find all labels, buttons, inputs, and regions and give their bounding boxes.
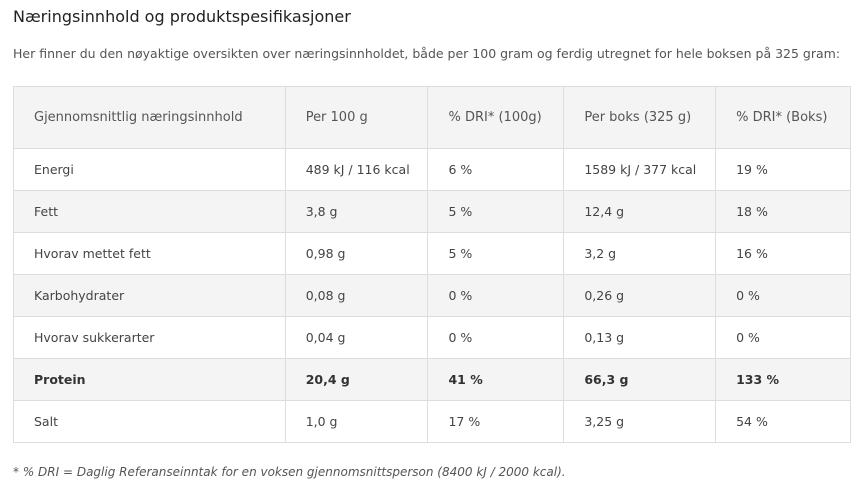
column-header: Per boks (325 g) xyxy=(563,86,717,149)
table-cell: 41 % xyxy=(427,358,565,401)
column-header: % DRI* (Boks) xyxy=(715,86,851,149)
table-cell: 0 % xyxy=(427,316,565,359)
title: Næringsinnhold og produktspesifikasjoner xyxy=(13,7,351,26)
column-header: Per 100 g xyxy=(284,86,429,149)
table-cell: Hvorav mettet fett xyxy=(13,232,286,275)
table-cell: Karbohydrater xyxy=(13,274,286,317)
table-cell: 3,8 g xyxy=(284,190,429,233)
table-cell: 66,3 g xyxy=(563,358,717,401)
table-cell: 3,2 g xyxy=(563,232,717,275)
table-row: Salt 1,0 g 17 % 3,25 g 54 % xyxy=(13,400,851,443)
table-cell: 0 % xyxy=(715,316,851,359)
nutrition-table: Gjennomsnittlig næringsinnhold Per 100 g%… xyxy=(13,86,851,443)
table-cell: 5 % xyxy=(427,190,565,233)
table-cell: 0,08 g xyxy=(284,274,429,317)
table-cell: 5 % xyxy=(427,232,565,275)
table-body: Energi 489 kJ / 116 kcal 6 % 1589 kJ / 377 … xyxy=(13,148,851,443)
table-cell: 0,26 g xyxy=(563,274,717,317)
table-cell: 0 % xyxy=(427,274,565,317)
header-row: Gjennomsnittlig næringsinnhold Per 100 g%… xyxy=(13,86,851,149)
column-header: % DRI* (100g) xyxy=(427,86,565,149)
table-cell: 0,04 g xyxy=(284,316,429,359)
table-cell: 17 % xyxy=(427,400,565,443)
table-cell: Protein xyxy=(13,358,286,401)
table-cell: 133 % xyxy=(715,358,851,401)
table-cell: 0 % xyxy=(715,274,851,317)
table-cell: Hvorav sukkerarter xyxy=(13,316,286,359)
table-cell: 3,25 g xyxy=(563,400,717,443)
intro: Her finner du den nøyaktige oversikten o… xyxy=(13,46,841,61)
footnote: * % DRI = Daglig Referanseinntak for en … xyxy=(13,465,566,479)
table-cell: 1589 kJ / 377 kcal xyxy=(563,148,717,191)
table-cell: Fett xyxy=(13,190,286,233)
table-row: Protein 20,4 g 41 % 66,3 g 133 % xyxy=(13,358,851,401)
table-cell: 489 kJ / 116 kcal xyxy=(284,148,429,191)
table-cell: 54 % xyxy=(715,400,851,443)
table-cell: 0,98 g xyxy=(284,232,429,275)
table-cell: Energi xyxy=(13,148,286,191)
column-header: Gjennomsnittlig næringsinnhold xyxy=(13,86,286,149)
table-cell: 20,4 g xyxy=(284,358,429,401)
table-cell: 1,0 g xyxy=(284,400,429,443)
table-cell: 16 % xyxy=(715,232,851,275)
table-cell: 19 % xyxy=(715,148,851,191)
table-row: Energi 489 kJ / 116 kcal 6 % 1589 kJ / 377 … xyxy=(13,148,851,191)
table-cell: 0,13 g xyxy=(563,316,717,359)
table-cell: Salt xyxy=(13,400,286,443)
table-cell: 18 % xyxy=(715,190,851,233)
table-cell: 6 % xyxy=(427,148,565,191)
table-cell: 12,4 g xyxy=(563,190,717,233)
